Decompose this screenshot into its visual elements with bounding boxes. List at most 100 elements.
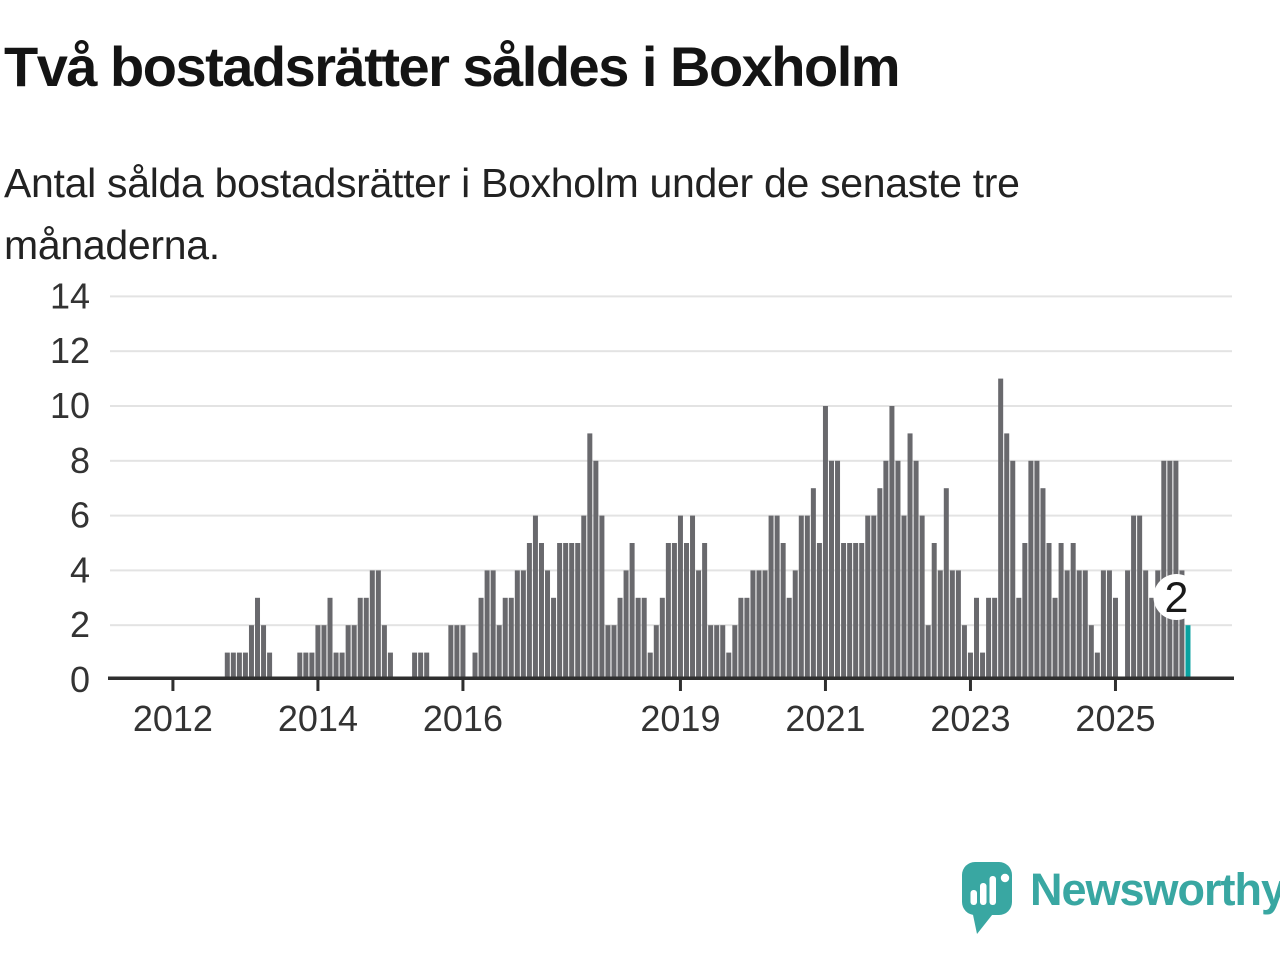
bar	[472, 652, 478, 680]
bar	[720, 625, 726, 680]
y-tick-label: 8	[70, 440, 90, 481]
bar	[895, 460, 901, 680]
y-tick-label: 14	[50, 275, 90, 316]
bar	[961, 625, 967, 680]
bar	[605, 625, 611, 680]
x-axis-line	[108, 676, 1234, 680]
bar	[315, 625, 321, 680]
bar	[804, 515, 810, 680]
y-tick-label: 4	[70, 549, 90, 590]
gridline-2	[110, 624, 1232, 627]
bar	[502, 597, 508, 680]
x-tick	[823, 679, 827, 691]
gridline-8	[110, 459, 1232, 462]
bar	[1149, 597, 1155, 680]
bar	[780, 543, 786, 680]
brand-name: Newsworthy	[1030, 864, 1280, 915]
bar	[339, 652, 345, 680]
bar	[526, 543, 532, 680]
bar	[835, 460, 841, 680]
gridline-14	[110, 295, 1232, 298]
bar	[871, 515, 877, 680]
bar	[768, 515, 774, 680]
bar	[1179, 570, 1185, 680]
bar	[677, 515, 683, 680]
x-tick	[461, 679, 465, 691]
bar	[635, 597, 641, 680]
bar	[974, 597, 980, 680]
last-value-label-halo	[1153, 574, 1200, 620]
bar	[375, 570, 381, 680]
bar	[593, 460, 599, 680]
bar	[424, 652, 430, 680]
bar	[557, 543, 563, 680]
y-tick-label: 12	[50, 330, 90, 371]
logo-exclamation-dot	[1000, 873, 1010, 883]
x-tick	[678, 679, 682, 691]
bar	[261, 625, 267, 680]
bar	[387, 652, 393, 680]
bar	[828, 460, 834, 680]
bar	[460, 625, 466, 680]
bar	[683, 543, 689, 680]
bar	[925, 625, 931, 680]
bar	[1088, 625, 1094, 680]
bar	[702, 543, 708, 680]
bar	[345, 625, 351, 680]
bar	[696, 570, 702, 680]
bar	[611, 625, 617, 680]
bar	[327, 597, 333, 680]
x-tick-label: 2014	[278, 698, 358, 739]
bar	[545, 570, 551, 680]
bar	[998, 378, 1004, 680]
bar	[883, 460, 889, 680]
gridline-6	[110, 514, 1232, 517]
bar	[853, 543, 859, 680]
x-tick	[316, 679, 320, 691]
bar	[955, 570, 961, 680]
bar	[496, 625, 502, 680]
bar	[563, 543, 569, 680]
y-tick-label: 6	[70, 495, 90, 536]
bar	[810, 488, 816, 680]
bar	[224, 652, 230, 680]
gridline-4	[110, 569, 1232, 572]
x-tick-label: 2021	[785, 698, 865, 739]
bar	[1058, 543, 1064, 680]
bar	[581, 515, 587, 680]
bar	[1167, 460, 1173, 680]
bar	[943, 488, 949, 680]
bar	[1010, 460, 1016, 680]
bar	[847, 543, 853, 680]
bar	[1100, 570, 1106, 680]
bar	[798, 515, 804, 680]
page-title: Två bostadsrätter såldes i Boxholm	[4, 35, 901, 98]
bar	[551, 597, 557, 680]
bar	[381, 625, 387, 680]
bar	[756, 570, 762, 680]
y-tick-label: 2	[70, 604, 90, 645]
bar	[1046, 543, 1052, 680]
bar	[484, 570, 490, 680]
bar	[267, 652, 273, 680]
page-subtitle-line2: månaderna.	[4, 222, 220, 268]
bar	[623, 570, 629, 680]
bar	[937, 570, 943, 680]
bar	[569, 543, 575, 680]
last-value-label: 2	[1165, 574, 1189, 622]
bar	[236, 652, 242, 680]
bar	[248, 625, 254, 680]
bar	[1173, 460, 1179, 680]
bar	[1155, 570, 1161, 680]
bar	[980, 652, 986, 680]
bar	[653, 625, 659, 680]
y-tick-label: 10	[50, 385, 90, 426]
bar	[369, 570, 375, 680]
x-tick-label: 2025	[1075, 698, 1155, 739]
bar	[877, 488, 883, 680]
bar	[726, 652, 732, 680]
bar	[949, 570, 955, 680]
bar	[901, 515, 907, 680]
